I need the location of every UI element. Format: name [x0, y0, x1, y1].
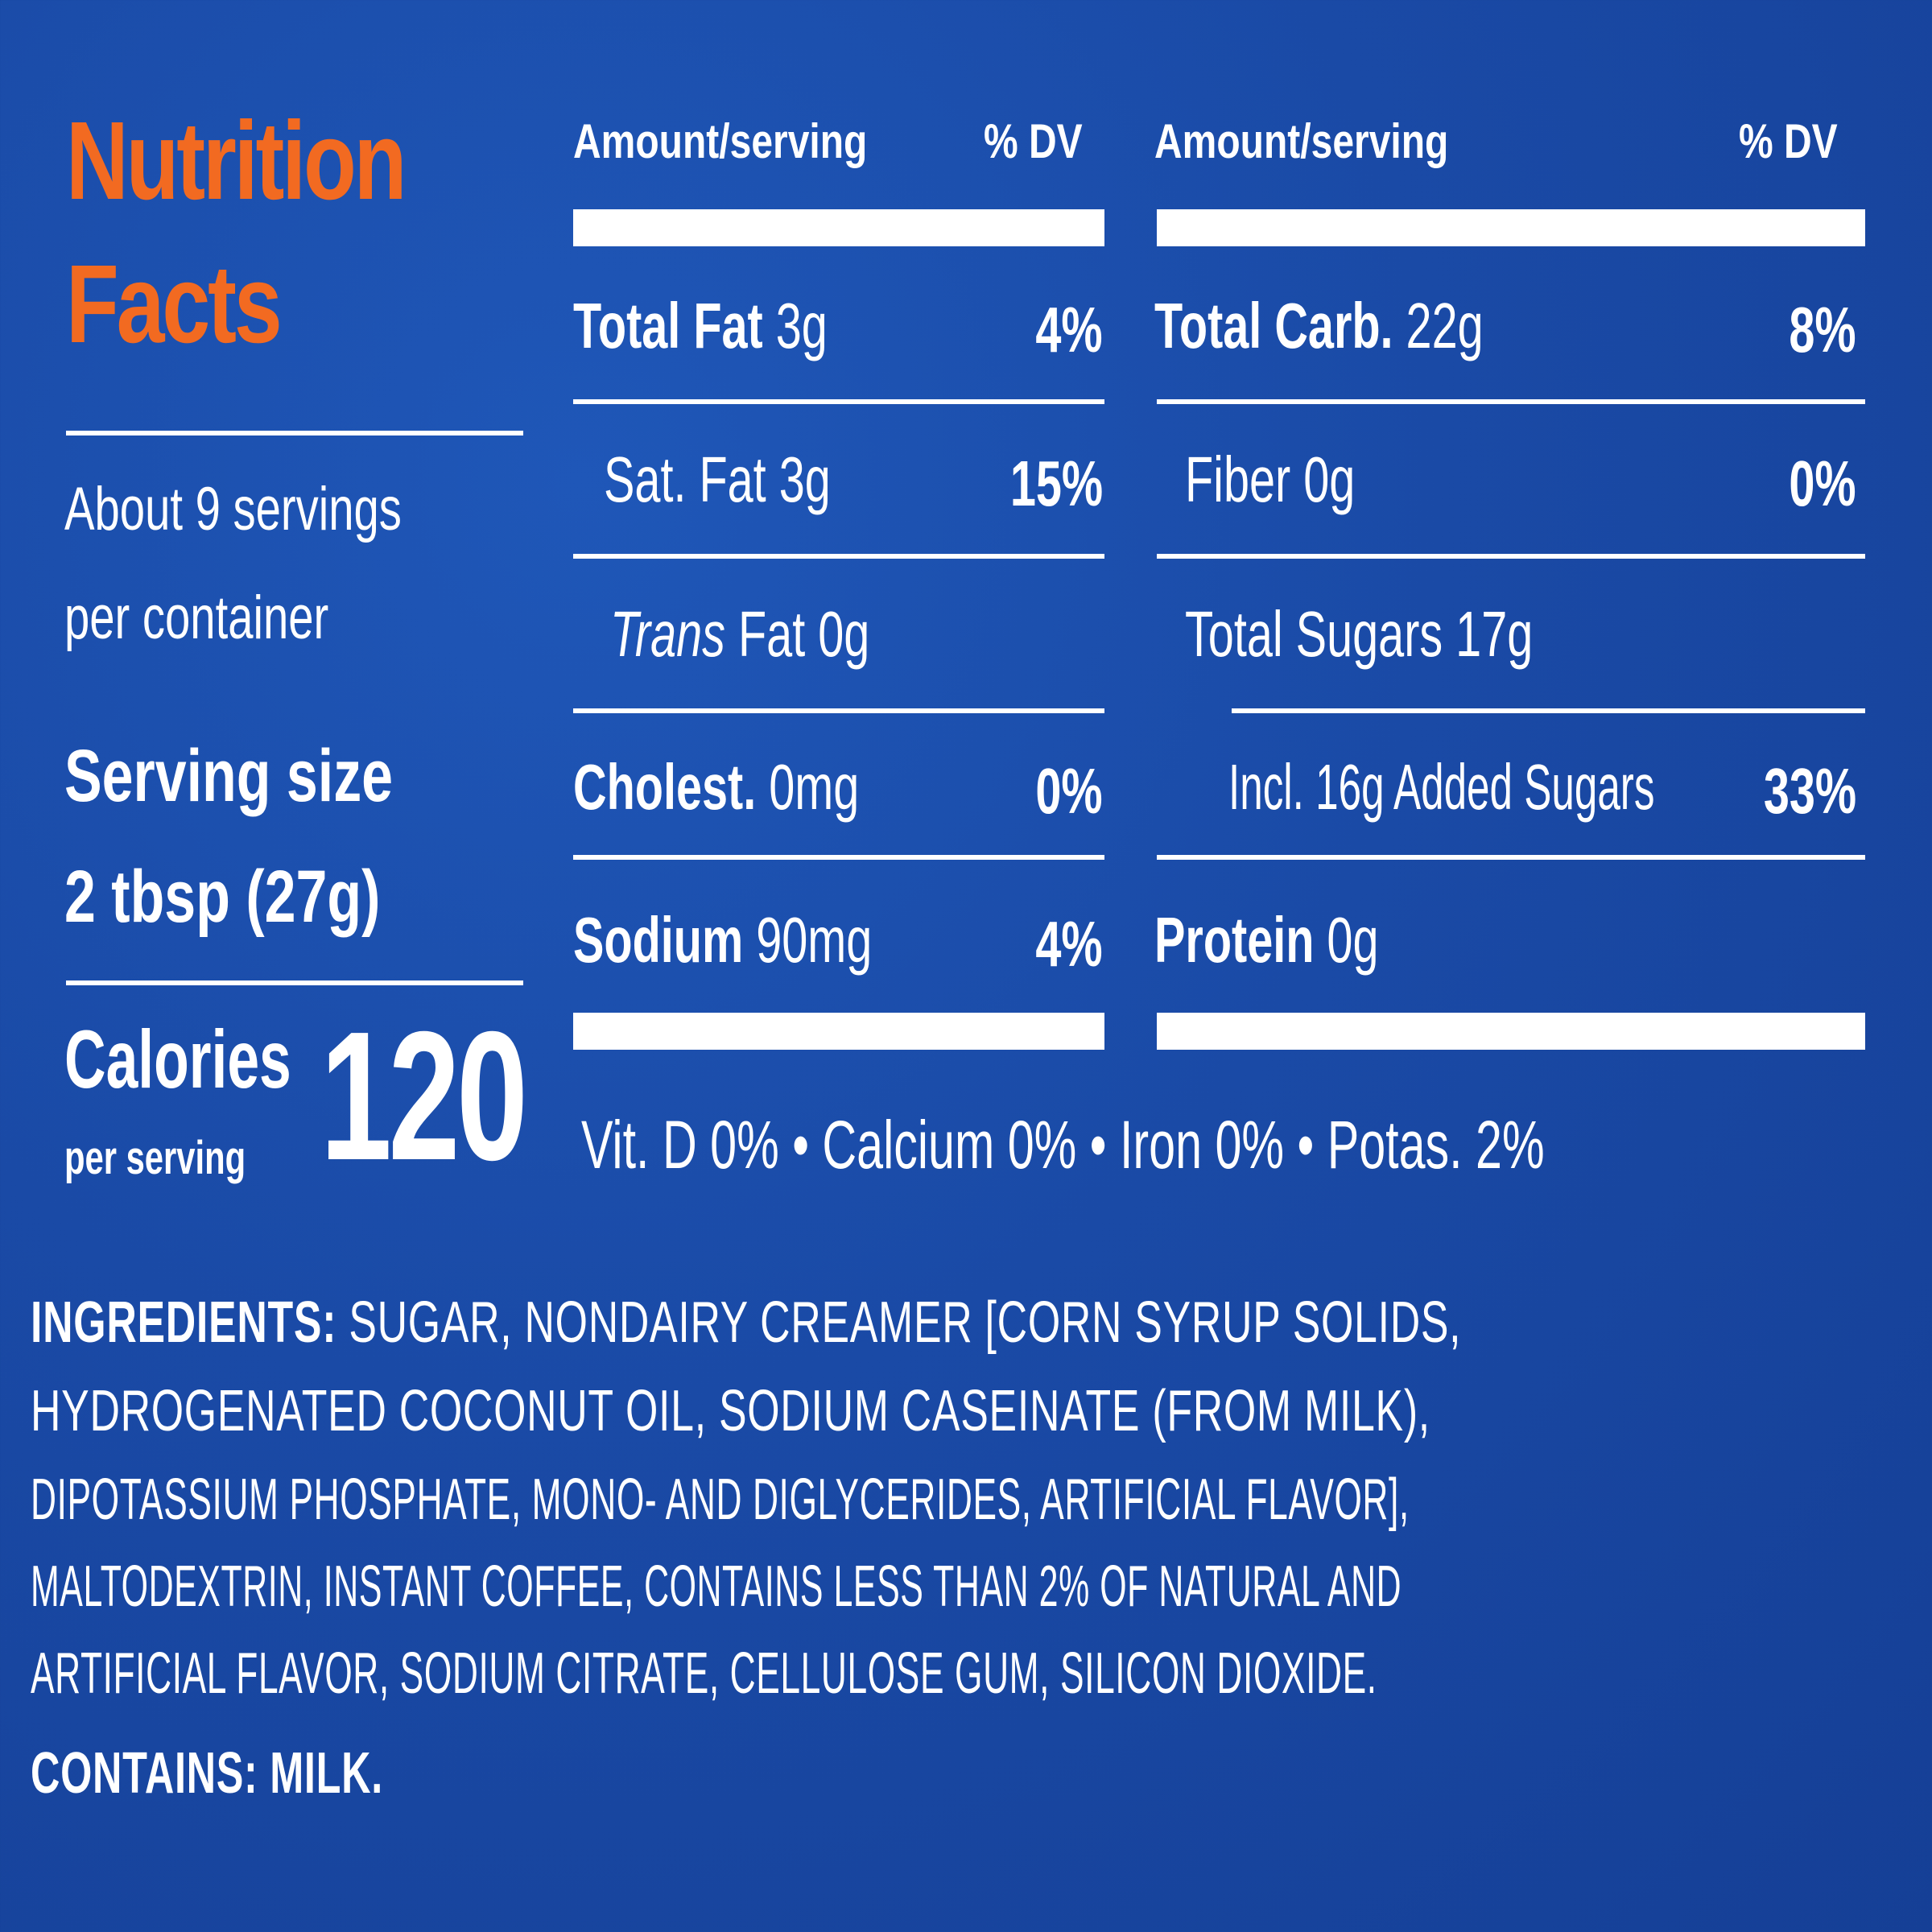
- calories-sublabel: per serving: [64, 1132, 246, 1184]
- total-fat-amount: 3g: [775, 290, 828, 361]
- fiber-dv: 0%: [1789, 448, 1856, 519]
- vitamins-line: Vit. D 0% • Calcium 0% • Iron 0% • Potas…: [581, 1107, 1545, 1183]
- sodium-label: Sodium: [573, 904, 744, 976]
- added-sugars-dv: 33%: [1763, 755, 1856, 827]
- right-thick-bar-bottom: [1157, 1013, 1865, 1050]
- total-fat-dv: 4%: [1035, 294, 1103, 365]
- servings-line-2: per container: [64, 584, 329, 652]
- calories-label: Calories: [64, 1013, 291, 1105]
- left-thick-bar-top: [573, 209, 1104, 246]
- divider-title: [66, 431, 523, 436]
- right-row-added-sugars: Incl. 16g Added Sugars: [1228, 751, 1655, 823]
- sodium-dv: 4%: [1035, 908, 1103, 980]
- cholesterol-amount: 0mg: [769, 751, 860, 823]
- left-divider-4: [573, 855, 1104, 860]
- right-header-dv: % DV: [1739, 114, 1838, 168]
- ingredients-line-1: INGREDIENTS: SUGAR, NONDAIRY CREAMER [CO…: [31, 1290, 1462, 1355]
- trans-label: Trans: [610, 598, 725, 670]
- title-line-2: Facts: [66, 242, 283, 366]
- left-row-cholesterol: Cholest. 0mg: [573, 747, 970, 828]
- ingredients-line-4: MALTODEXTRIN, INSTANT COFFEE, CONTAINS L…: [31, 1554, 1402, 1619]
- right-row-total-sugars: Total Sugars 17g: [1185, 598, 1534, 670]
- ingredients-line-5: ARTIFICIAL FLAVOR, SODIUM CITRATE, CELLU…: [31, 1641, 1377, 1706]
- total-fat-label: Total Fat: [573, 290, 763, 361]
- right-divider-4: [1157, 855, 1865, 860]
- ingredients-label: INGREDIENTS:: [31, 1290, 337, 1355]
- right-header-amount: Amount/serving: [1154, 114, 1449, 168]
- left-row-sat-fat: Sat. Fat 3g: [604, 444, 831, 515]
- right-thick-bar-top: [1157, 209, 1865, 246]
- left-row-trans-fat: Trans Fat 0g: [610, 594, 971, 675]
- left-row-sodium: Sodium 90mg: [573, 900, 989, 980]
- left-divider-2: [573, 554, 1104, 559]
- right-row-fiber: Fiber 0g: [1185, 444, 1356, 515]
- right-row-total-carb: Total Carb. 22g: [1154, 286, 1612, 366]
- serving-size-label: Serving size: [64, 735, 394, 817]
- total-carb-dv: 8%: [1789, 294, 1856, 365]
- total-carb-amount: 22g: [1406, 290, 1484, 361]
- total-carb-label: Total Carb.: [1154, 290, 1393, 361]
- left-divider-1: [573, 399, 1104, 404]
- left-thick-bar-bottom: [573, 1013, 1104, 1050]
- left-header-dv: % DV: [984, 114, 1083, 168]
- contains-allergens: CONTAINS: MILK.: [31, 1741, 383, 1806]
- right-divider-2: [1157, 554, 1865, 559]
- protein-amount: 0g: [1327, 904, 1379, 976]
- left-header-amount: Amount/serving: [573, 114, 868, 168]
- divider-serving: [66, 980, 523, 985]
- right-divider-1: [1157, 399, 1865, 404]
- servings-line-1: About 9 servings: [64, 475, 402, 543]
- ingredients-line-2: HYDROGENATED COCONUT OIL, SODIUM CASEINA…: [31, 1379, 1430, 1443]
- serving-size-value: 2 tbsp (27g): [64, 856, 381, 938]
- calories-value: 120: [320, 994, 528, 1199]
- cholesterol-label: Cholest.: [573, 751, 757, 823]
- cholesterol-dv: 0%: [1035, 755, 1103, 827]
- right-divider-3: [1232, 708, 1865, 713]
- right-row-protein: Protein 0g: [1154, 900, 1466, 980]
- left-divider-3: [573, 708, 1104, 713]
- sodium-amount: 90mg: [756, 904, 873, 976]
- trans-fat-rest: Fat 0g: [737, 598, 870, 670]
- left-row-total-fat: Total Fat 3g: [573, 286, 927, 366]
- ingredients-line-3: DIPOTASSIUM PHOSPHATE, MONO- AND DIGLYCE…: [31, 1468, 1410, 1532]
- sat-fat-dv: 15%: [1009, 448, 1103, 519]
- title-line-1: Nutrition: [66, 99, 407, 223]
- protein-label: Protein: [1154, 904, 1315, 976]
